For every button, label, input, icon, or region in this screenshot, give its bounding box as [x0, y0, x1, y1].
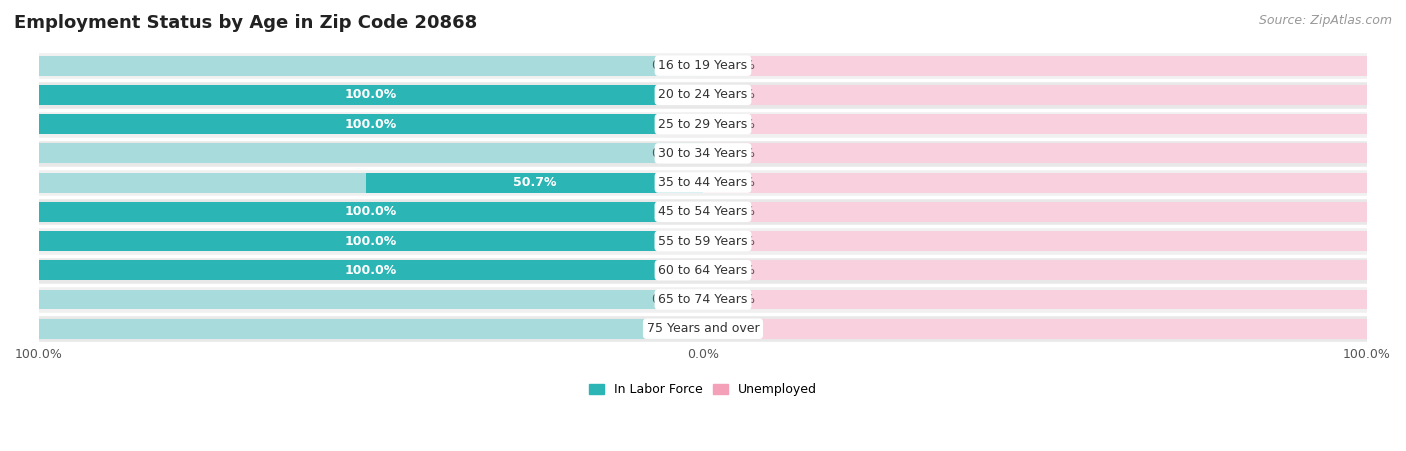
- Bar: [39, 168, 1367, 197]
- Bar: [703, 85, 1367, 105]
- Bar: [703, 231, 1367, 251]
- Text: 0.0%: 0.0%: [723, 59, 755, 72]
- Text: 0.0%: 0.0%: [723, 176, 755, 189]
- Text: 0.0%: 0.0%: [723, 264, 755, 277]
- Text: 0.0%: 0.0%: [723, 205, 755, 218]
- Bar: [703, 319, 1367, 339]
- Bar: [703, 56, 1367, 76]
- Text: 0.0%: 0.0%: [651, 147, 683, 160]
- Text: 0.0%: 0.0%: [723, 147, 755, 160]
- Bar: [39, 51, 1367, 80]
- Bar: [39, 202, 703, 222]
- Text: 75 Years and over: 75 Years and over: [647, 322, 759, 335]
- Text: 16 to 19 Years: 16 to 19 Years: [658, 59, 748, 72]
- Bar: [703, 260, 1367, 280]
- Bar: [703, 173, 1367, 193]
- Bar: [39, 231, 703, 251]
- Bar: [39, 173, 703, 193]
- Text: 0.0%: 0.0%: [723, 118, 755, 131]
- Bar: [39, 114, 703, 134]
- Bar: [39, 143, 703, 163]
- Text: 100.0%: 100.0%: [344, 88, 396, 101]
- Bar: [39, 314, 1367, 343]
- Text: 100.0%: 100.0%: [344, 205, 396, 218]
- Text: 0.0%: 0.0%: [723, 88, 755, 101]
- Bar: [39, 139, 1367, 168]
- Bar: [39, 56, 703, 76]
- Text: 100.0%: 100.0%: [344, 235, 396, 248]
- Text: 30 to 34 Years: 30 to 34 Years: [658, 147, 748, 160]
- Text: 0.0%: 0.0%: [723, 322, 755, 335]
- Bar: [39, 114, 703, 134]
- Text: 0.0%: 0.0%: [723, 293, 755, 306]
- Bar: [703, 114, 1367, 134]
- Bar: [39, 319, 703, 339]
- Legend: In Labor Force, Unemployed: In Labor Force, Unemployed: [583, 378, 823, 401]
- Text: 0.0%: 0.0%: [723, 235, 755, 248]
- Bar: [39, 260, 703, 280]
- Bar: [703, 143, 1367, 163]
- Text: 35 to 44 Years: 35 to 44 Years: [658, 176, 748, 189]
- Bar: [39, 260, 703, 280]
- Text: 60 to 64 Years: 60 to 64 Years: [658, 264, 748, 277]
- Bar: [39, 256, 1367, 285]
- Text: 55 to 59 Years: 55 to 59 Years: [658, 235, 748, 248]
- Text: 50.7%: 50.7%: [513, 176, 557, 189]
- Text: 20 to 24 Years: 20 to 24 Years: [658, 88, 748, 101]
- Bar: [39, 290, 703, 309]
- Bar: [39, 197, 1367, 226]
- Bar: [39, 285, 1367, 314]
- Bar: [39, 80, 1367, 110]
- Bar: [39, 202, 703, 222]
- Text: 65 to 74 Years: 65 to 74 Years: [658, 293, 748, 306]
- Bar: [39, 85, 703, 105]
- Text: 0.0%: 0.0%: [651, 293, 683, 306]
- Text: 25 to 29 Years: 25 to 29 Years: [658, 118, 748, 131]
- Text: Source: ZipAtlas.com: Source: ZipAtlas.com: [1258, 14, 1392, 27]
- Bar: [39, 85, 703, 105]
- Bar: [39, 110, 1367, 139]
- Bar: [703, 202, 1367, 222]
- Bar: [367, 173, 703, 193]
- Text: 0.0%: 0.0%: [651, 322, 683, 335]
- Text: 45 to 54 Years: 45 to 54 Years: [658, 205, 748, 218]
- Bar: [39, 226, 1367, 256]
- Text: 0.0%: 0.0%: [651, 59, 683, 72]
- Bar: [703, 290, 1367, 309]
- Text: Employment Status by Age in Zip Code 20868: Employment Status by Age in Zip Code 208…: [14, 14, 477, 32]
- Text: 100.0%: 100.0%: [344, 264, 396, 277]
- Bar: [39, 231, 703, 251]
- Text: 100.0%: 100.0%: [344, 118, 396, 131]
